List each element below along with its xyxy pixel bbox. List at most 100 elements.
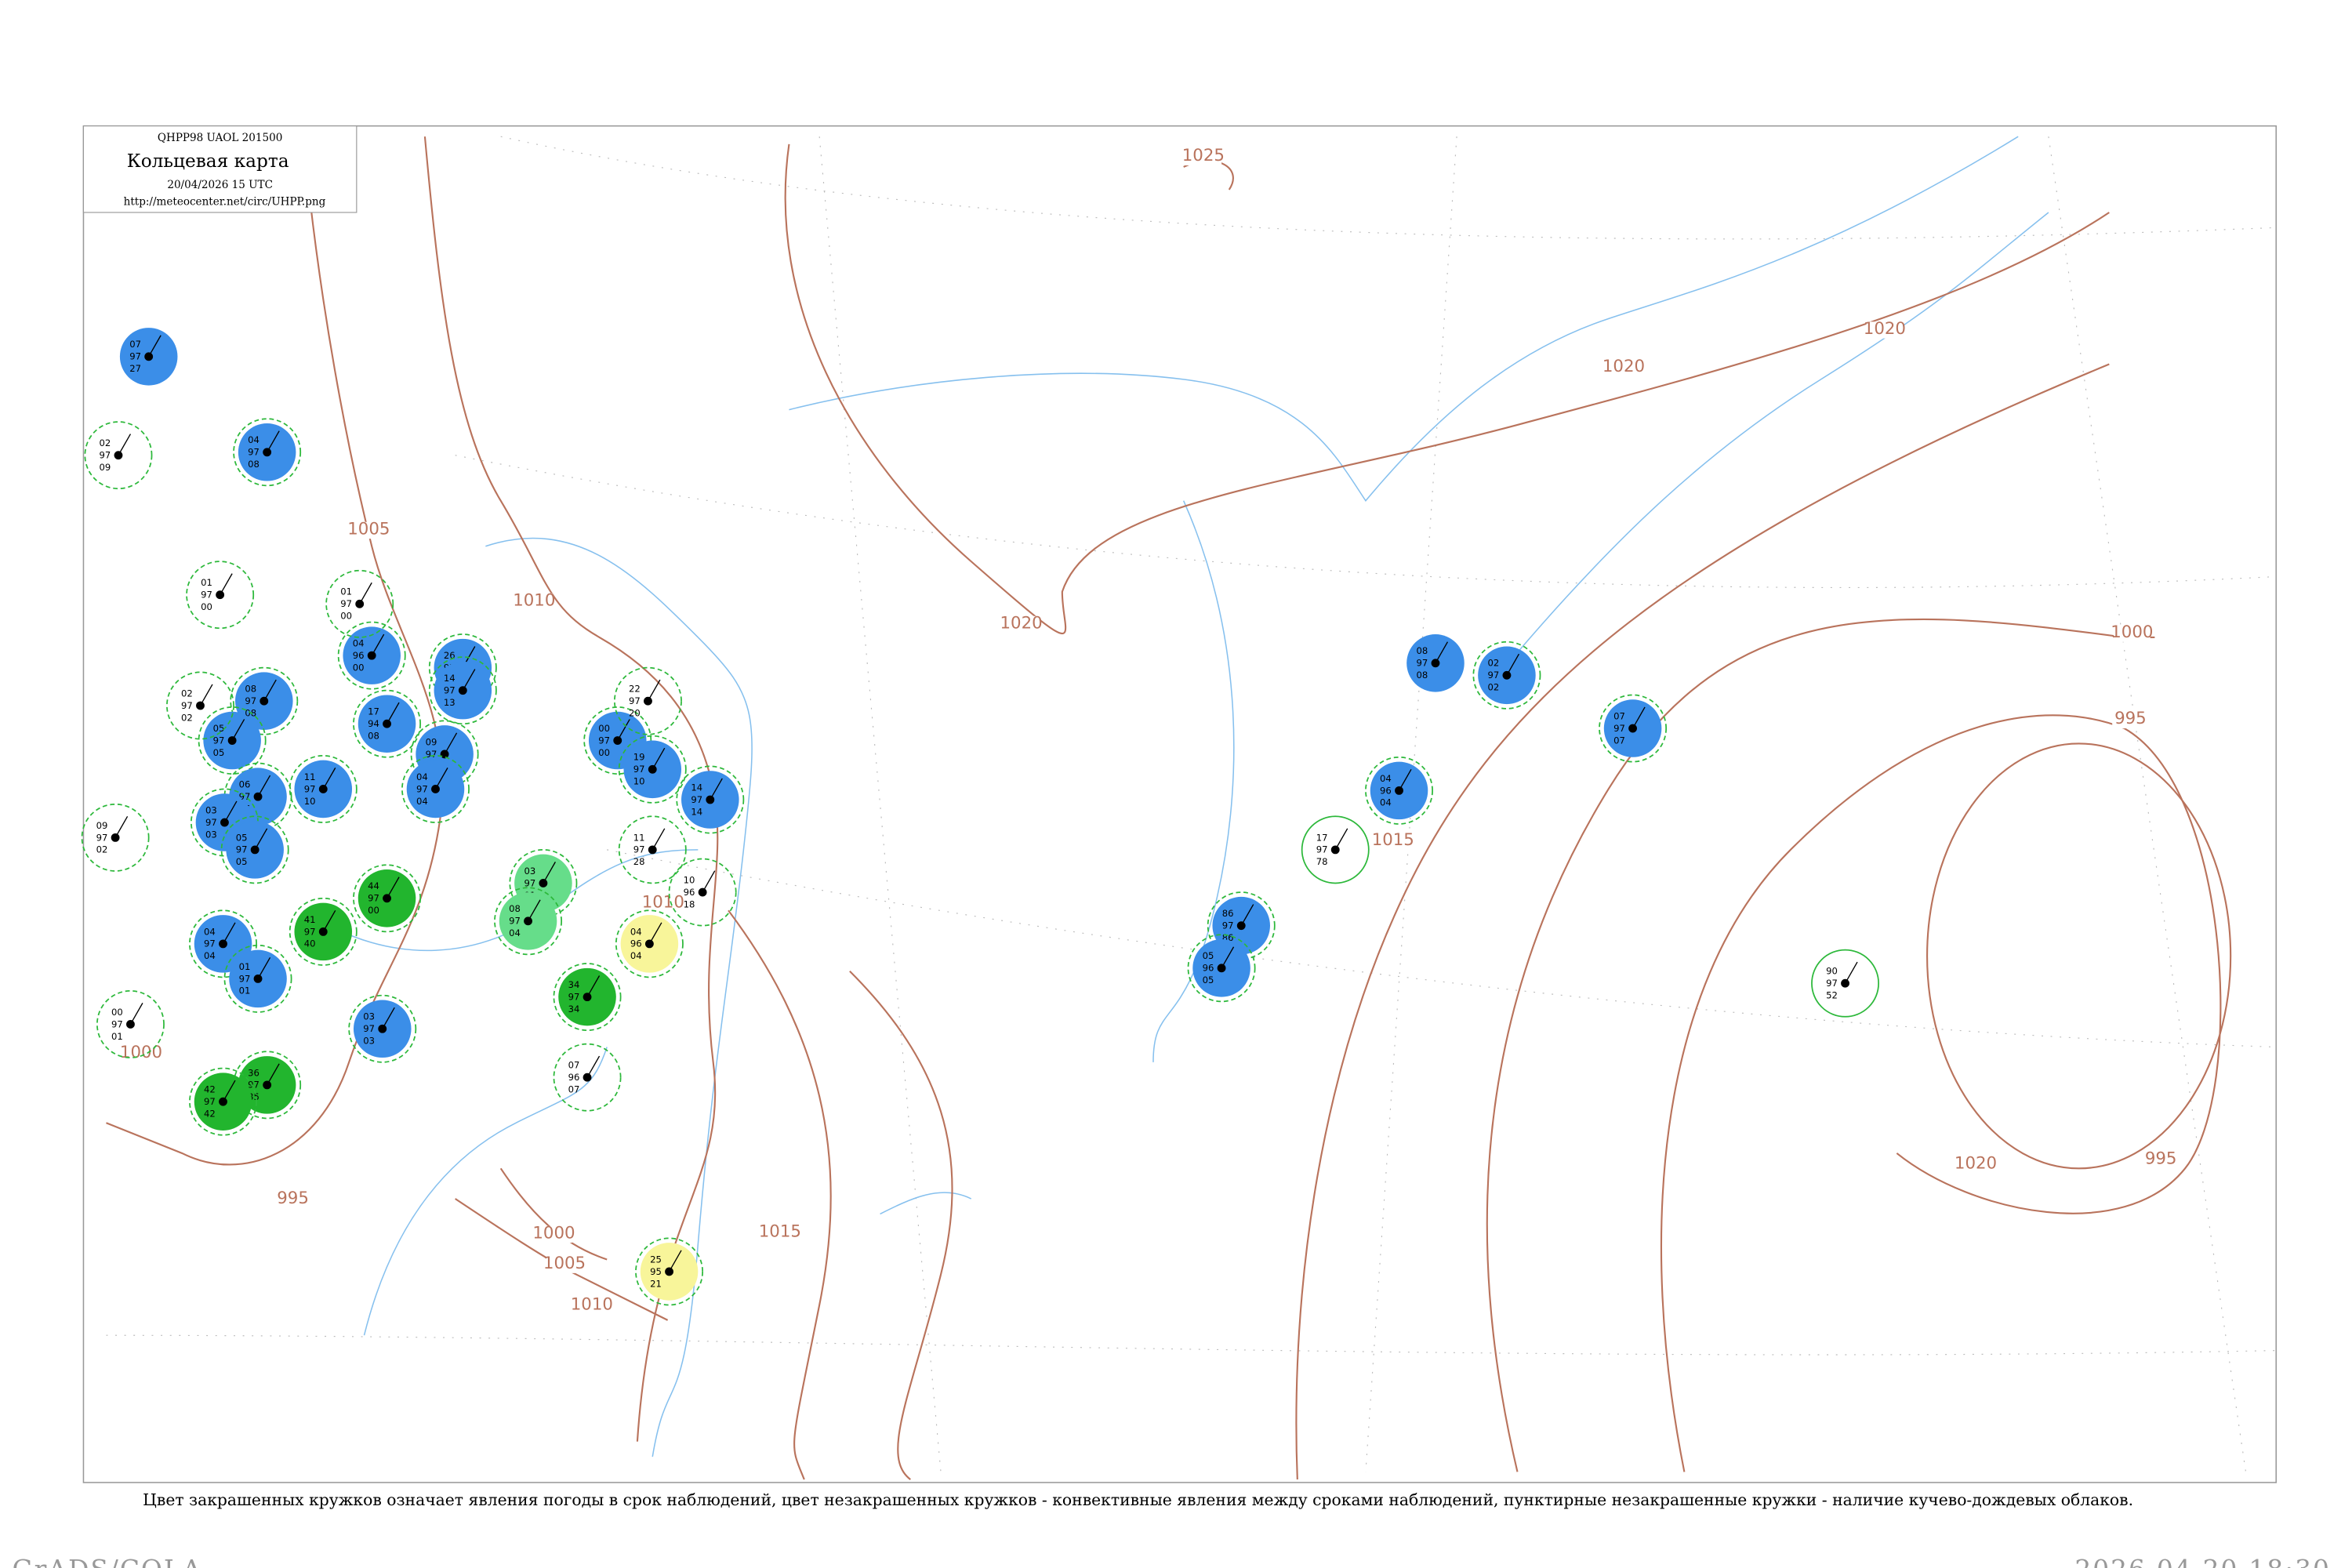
station-value: 08 xyxy=(248,459,260,470)
station-dot xyxy=(114,451,123,460)
station-ring xyxy=(509,849,578,917)
station-value: 97 xyxy=(524,877,535,888)
caption: Цвет закрашенных кружков означает явлени… xyxy=(143,1490,2133,1509)
station-value: 97 xyxy=(1826,978,1838,989)
isobar-label-bg xyxy=(2112,711,2149,729)
station-value: 07 xyxy=(129,339,141,350)
station-value: 97 xyxy=(1417,658,1428,669)
station-ring xyxy=(615,909,684,978)
station-value: 96 xyxy=(1380,785,1392,796)
station-ring xyxy=(1187,934,1256,1003)
station-dot xyxy=(458,686,467,695)
wind-barb xyxy=(586,975,601,997)
station-value: 86 xyxy=(1222,908,1234,919)
isobar-label-bg xyxy=(350,521,387,539)
wind-barb xyxy=(267,1063,280,1086)
wind-barb xyxy=(257,775,271,797)
wind-barb xyxy=(359,582,372,604)
wind-barb xyxy=(222,922,236,945)
wind-barb xyxy=(543,862,556,884)
station-dot xyxy=(1841,978,1849,988)
station-ring xyxy=(428,633,497,702)
station-value: 02 xyxy=(1487,658,1499,669)
station-dot xyxy=(111,833,120,842)
station-value: 97 xyxy=(598,735,610,746)
station-value: 26 xyxy=(444,650,456,661)
wind-barb xyxy=(1506,653,1520,676)
station-value: 94 xyxy=(368,718,379,729)
wind-barb xyxy=(1334,828,1348,851)
station-value: 95 xyxy=(650,1266,662,1277)
station-value: 97 xyxy=(239,973,251,984)
station-value: 04 xyxy=(1380,797,1392,808)
station-dot xyxy=(524,916,532,926)
isobar-label: 1020 xyxy=(1864,319,1906,339)
wind-barb xyxy=(129,1003,143,1025)
wind-barb xyxy=(148,335,162,358)
station-value: 14 xyxy=(691,782,702,793)
station-value: 97 xyxy=(111,1018,123,1029)
header-url: http://meteocenter.net/circ/UHPP.png xyxy=(124,195,326,208)
station-value: 97 xyxy=(100,450,111,461)
header-date: 20/04/2026 15 UTC xyxy=(167,179,273,191)
wind-barb xyxy=(199,684,213,706)
isobar-label-bg xyxy=(1866,321,1904,339)
station-value: 02 xyxy=(181,688,193,699)
isobar-label-bg xyxy=(761,1224,799,1242)
station-value: 04 xyxy=(353,638,365,649)
station-value: 10 xyxy=(633,776,645,787)
station-value: 05 xyxy=(1203,950,1214,961)
station-value: 00 xyxy=(111,1007,123,1018)
station-value: 36 xyxy=(248,1067,260,1078)
wind-barb xyxy=(617,719,630,741)
station-value: 02 xyxy=(1487,682,1499,693)
station-value: 97 xyxy=(691,794,702,805)
station-value: 41 xyxy=(304,914,316,925)
station-value: 97 xyxy=(236,844,248,855)
station-value: 10 xyxy=(304,796,316,807)
isobar-label: 995 xyxy=(2114,709,2147,728)
station-ring xyxy=(84,421,153,490)
station-value: 11 xyxy=(304,771,316,782)
station-value: 40 xyxy=(304,938,316,949)
station-value: 04 xyxy=(204,926,216,937)
station-value: 11 xyxy=(633,832,645,843)
wind-barb xyxy=(254,828,268,851)
station-value: 18 xyxy=(684,898,695,909)
station-value: 96 xyxy=(353,650,365,661)
station-value: 02 xyxy=(181,712,193,723)
isobar-label: 1005 xyxy=(347,519,390,539)
station-ring xyxy=(348,994,417,1063)
station-value: 97 xyxy=(1222,920,1234,931)
station-value: 97 xyxy=(248,447,260,458)
station-ring xyxy=(676,765,745,834)
wind-barb xyxy=(322,768,336,789)
station-value: 97 xyxy=(444,685,456,696)
isobar-label-bg xyxy=(1003,615,1040,633)
station-ring xyxy=(1472,641,1541,710)
station-value: 97 xyxy=(629,695,641,706)
station-dot xyxy=(1628,724,1637,733)
station-value: 90 xyxy=(1826,966,1838,977)
station-value: 97 xyxy=(304,783,316,794)
grid xyxy=(106,136,2277,1472)
wind-barb xyxy=(322,909,336,932)
wind-barb xyxy=(222,1080,236,1102)
station-value: 07 xyxy=(568,1084,580,1095)
station-value: 27 xyxy=(129,363,141,374)
isobar-label-bg xyxy=(274,1191,311,1208)
